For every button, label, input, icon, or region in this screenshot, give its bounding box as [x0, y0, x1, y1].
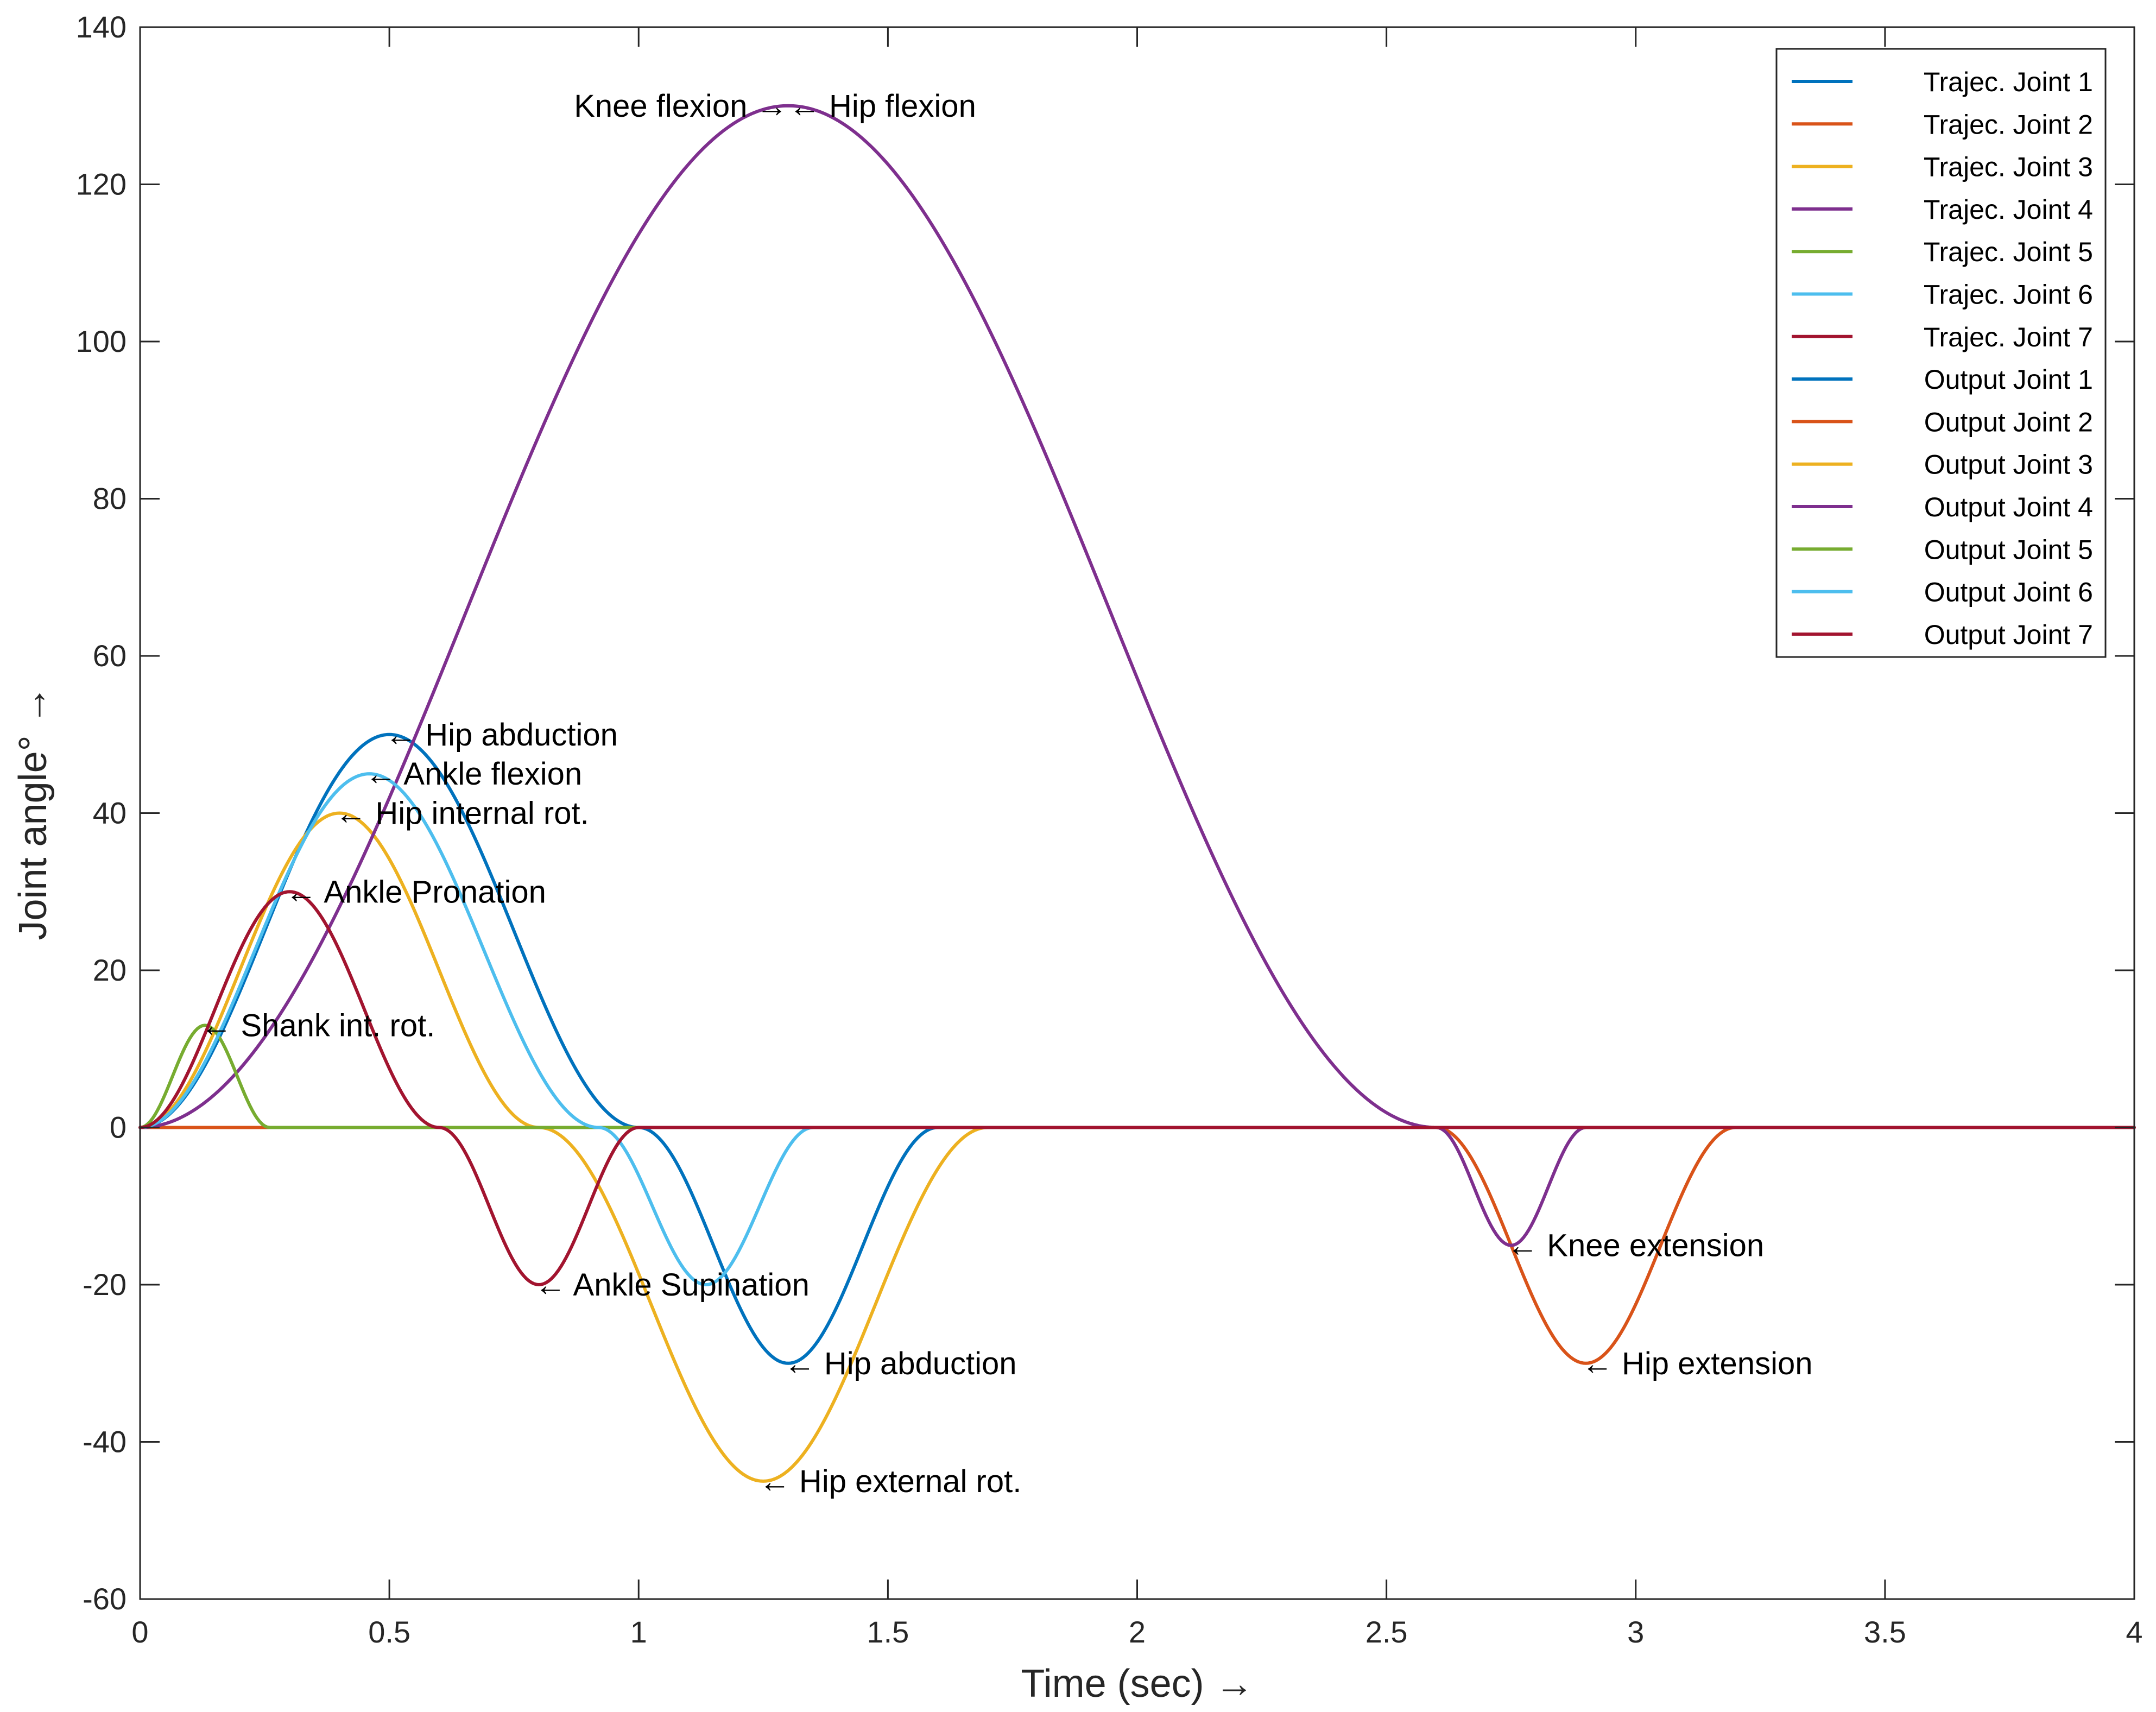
- legend-label: Trajec. Joint 2: [1924, 109, 2093, 140]
- series-layer: [138, 104, 2136, 1483]
- legend: Trajec. Joint 1 Trajec. Joint 2 Trajec. Jo…: [1775, 48, 2107, 658]
- legend-label: Output Joint 5: [1924, 534, 2093, 565]
- y-tick-label: 60: [93, 639, 127, 673]
- annotation-label: ← Hip extension: [1582, 1346, 1813, 1381]
- annotation-label: ← Shank int. rot.: [200, 1008, 435, 1043]
- y-tick-label: -40: [83, 1425, 127, 1459]
- legend-label: Trajec. Joint 7: [1924, 322, 2093, 352]
- legend-items: Trajec. Joint 1 Trajec. Joint 2 Trajec. Jo…: [1792, 67, 2093, 650]
- x-tick-label: 3.5: [1864, 1615, 1906, 1649]
- x-tick-label: 1: [630, 1615, 647, 1649]
- legend-label: Output Joint 1: [1924, 364, 2093, 395]
- legend-label: Trajec. Joint 3: [1924, 152, 2093, 182]
- y-tick-label: 140: [76, 10, 127, 44]
- annotation-label: ← Hip abduction: [784, 1346, 1017, 1381]
- y-tick-label: -20: [83, 1267, 127, 1302]
- annotation-label: ← Ankle flexion: [365, 756, 582, 792]
- y-axis-title: Joint angle° →: [11, 685, 55, 940]
- annotation-label: ← Ankle Pronation: [285, 874, 546, 909]
- y-tick-label: 0: [110, 1110, 127, 1145]
- y-tick-label: 120: [76, 167, 127, 201]
- legend-label: Output Joint 7: [1924, 620, 2093, 650]
- legend-label: Output Joint 3: [1924, 450, 2093, 480]
- y-tick-label: 80: [93, 482, 127, 516]
- annotation-label: ← Hip abduction: [385, 717, 618, 753]
- legend-label: Output Joint 4: [1924, 492, 2093, 522]
- series-line-14: [138, 890, 2136, 1286]
- annotation-label: ← Hip external rot.: [759, 1464, 1022, 1499]
- legend-box: [1775, 48, 2107, 658]
- x-tick-label: 3: [1627, 1615, 1644, 1649]
- x-tick-label: 2.5: [1365, 1615, 1408, 1649]
- y-tick-label: -60: [83, 1582, 127, 1616]
- legend-label: Trajec. Joint 6: [1924, 280, 2093, 310]
- annotation-label: ← Hip internal rot.: [335, 796, 589, 831]
- y-tick-label: 100: [76, 324, 127, 358]
- x-tick-label: 1.5: [867, 1615, 909, 1649]
- x-axis-title: Time (sec) →: [1021, 1662, 1254, 1705]
- legend-label: Trajec. Joint 5: [1924, 237, 2093, 267]
- annotation-label: ← Knee extension: [1507, 1228, 1764, 1264]
- legend-label: Output Joint 6: [1924, 577, 2093, 608]
- legend-label: Trajec. Joint 1: [1924, 67, 2093, 97]
- legend-label: Trajec. Joint 4: [1924, 194, 2093, 225]
- x-tick-label: 0: [131, 1615, 148, 1649]
- x-tick-label: 2: [1129, 1615, 1146, 1649]
- y-axis-ticks: -60 -40 -20 0 20 40 60 80 100 120 140: [76, 10, 2134, 1616]
- x-axis-ticks: 0 0.5 1 1.5 2 2.5 3 3.5 4: [131, 27, 2143, 1649]
- y-tick-label: 40: [93, 796, 127, 830]
- annotation-label: ← Ankle Supination: [535, 1267, 810, 1303]
- y-tick-label: 20: [93, 953, 127, 987]
- x-tick-label: 4: [2126, 1615, 2142, 1649]
- legend-label: Output Joint 2: [1924, 407, 2093, 437]
- annotation-label: Knee flexion →: [574, 89, 787, 124]
- annotation-label: ← Hip flexion: [789, 89, 976, 124]
- x-tick-label: 0.5: [368, 1615, 410, 1649]
